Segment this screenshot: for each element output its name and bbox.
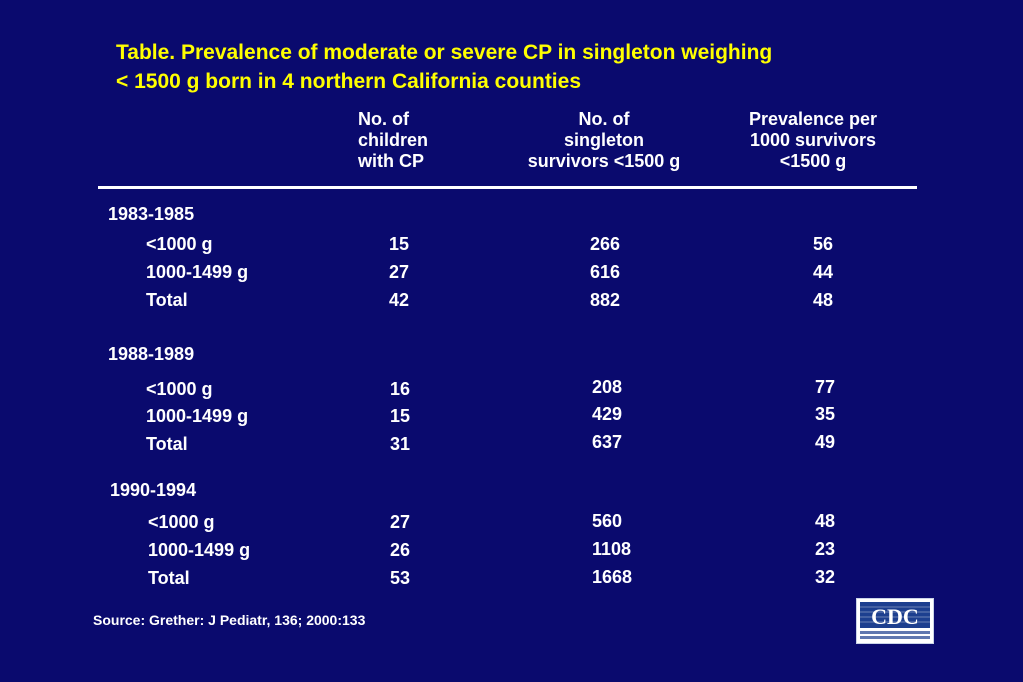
survivors-value: 560 (592, 511, 623, 531)
header-children-with-cp: No. of children with CP (358, 109, 429, 171)
row-label: Total (148, 568, 190, 588)
svg-text:CDC: CDC (871, 604, 919, 629)
cp-value: 27 (390, 512, 411, 532)
period-label: 1990-1994 (110, 480, 197, 500)
survivors-value: 208 (592, 377, 623, 397)
prevalence-value: 23 (815, 539, 836, 559)
row-label: 1000-1499 g (148, 540, 251, 560)
row-label: Total (146, 290, 188, 310)
cp-value: 31 (390, 434, 411, 454)
survivors-value: 429 (592, 404, 623, 424)
header-singleton-survivors: No. of singleton survivors <1500 g (527, 109, 681, 171)
period-label: 1988-1989 (108, 344, 195, 364)
survivors-value: 882 (590, 290, 621, 310)
title-line-2: < 1500 g born in 4 northern California c… (116, 70, 582, 93)
prevalence-value: 49 (815, 432, 836, 452)
survivors-value: 1668 (592, 567, 633, 587)
row-label: Total (146, 434, 188, 454)
row-label: 1000-1499 g (146, 262, 249, 282)
header-prevalence: Prevalence per 1000 survivors <1500 g (748, 109, 878, 171)
survivors-value: 616 (590, 262, 621, 282)
cp-value: 53 (390, 568, 411, 588)
cp-value: 42 (389, 290, 410, 310)
prevalence-value: 48 (815, 511, 836, 531)
prevalence-value: 32 (815, 567, 836, 587)
prevalence-value: 35 (815, 404, 836, 424)
period-label: 1983-1985 (108, 204, 195, 224)
row-label: <1000 g (146, 234, 213, 254)
row-label: <1000 g (148, 512, 215, 532)
prevalence-value: 44 (813, 262, 834, 282)
header-rule (98, 186, 917, 189)
row-label: 1000-1499 g (146, 406, 249, 426)
cp-value: 16 (390, 379, 411, 399)
survivors-value: 1108 (592, 539, 632, 559)
title-line-1: Table. Prevalence of moderate or severe … (116, 41, 773, 64)
cp-value: 15 (389, 234, 410, 254)
prevalence-value: 48 (813, 290, 834, 310)
source-citation: Source: Grether: J Pediatr, 136; 2000:13… (93, 612, 366, 628)
slide-title: Table. Prevalence of moderate or severe … (116, 38, 936, 96)
cp-value: 27 (389, 262, 410, 282)
survivors-value: 637 (592, 432, 623, 452)
survivors-value: 266 (590, 234, 621, 254)
row-label: <1000 g (146, 379, 213, 399)
cdc-logo-icon: CDC (856, 598, 934, 644)
cp-value: 15 (390, 406, 411, 426)
cp-value: 26 (390, 540, 411, 560)
prevalence-value: 56 (813, 234, 834, 254)
prevalence-value: 77 (815, 377, 836, 397)
